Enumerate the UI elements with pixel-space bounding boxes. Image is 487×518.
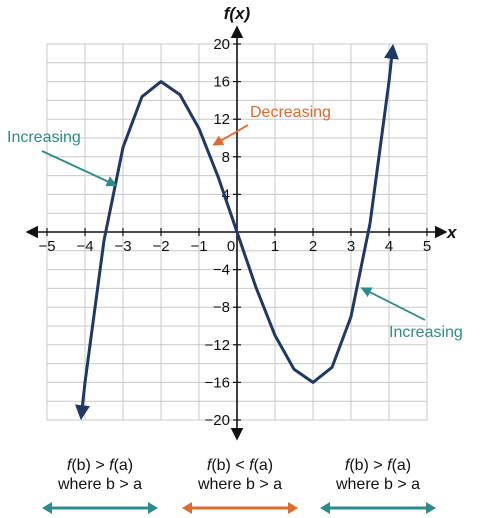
y-tick-label: −12 — [205, 337, 230, 354]
y-axis-label: f(x) — [224, 4, 251, 23]
y-tick-label: 12 — [213, 111, 230, 128]
legend-increasing-right: f(b) > f(a) where b > a — [303, 456, 453, 516]
legend-where: where b > a — [57, 476, 143, 493]
x-axis-label: x — [446, 223, 458, 242]
x-tick-label: −3 — [114, 238, 131, 255]
legend-where: where b > a — [197, 476, 283, 493]
x-tick-label: 1 — [271, 238, 279, 255]
annotation-arrow — [360, 287, 426, 321]
x-tick-label: 3 — [347, 238, 355, 255]
double-arrow-icon — [42, 502, 158, 514]
arrow-head-left — [42, 502, 52, 514]
legend-where: where b > a — [335, 476, 421, 493]
annotation-arrow — [41, 150, 118, 187]
annotation-label: Increasing — [389, 324, 463, 341]
legend-condition: f(b) > f(a) — [66, 457, 134, 474]
y-tick-label: −8 — [213, 299, 230, 316]
x-tick-label: 5 — [423, 238, 431, 255]
annotation-label: Increasing — [7, 129, 81, 146]
y-tick-label: −20 — [205, 412, 230, 429]
x-tick-label: −4 — [76, 238, 93, 255]
arrow-head-right — [148, 502, 158, 514]
y-tick-label: −16 — [205, 374, 230, 391]
x-tick-label: 0 — [227, 238, 235, 255]
y-tick-label: −4 — [213, 262, 230, 279]
annotation-arrow — [212, 124, 249, 146]
double-arrow-icon — [182, 502, 298, 514]
legend-decreasing: f(b) < f(a) where b > a — [165, 456, 315, 516]
y-tick-label: 8 — [222, 149, 230, 166]
arrow-head-left — [320, 502, 330, 514]
legend-condition: f(b) < f(a) — [206, 457, 274, 474]
y-tick-label: 20 — [213, 36, 230, 53]
annotations: Increasing Decreasing Increasing — [7, 104, 463, 341]
annotation-label: Decreasing — [250, 104, 331, 121]
legend-increasing-left: f(b) > f(a) where b > a — [25, 456, 175, 516]
legend-condition: f(b) > f(a) — [344, 457, 412, 474]
x-tick-label: −2 — [152, 238, 169, 255]
x-tick-label: −1 — [190, 238, 207, 255]
series-line — [75, 43, 399, 421]
arrow-head-right — [426, 502, 436, 514]
x-tick-label: 2 — [309, 238, 317, 255]
arrow-head-right — [288, 502, 298, 514]
curve — [75, 43, 399, 421]
y-tick-label: 16 — [213, 74, 230, 91]
x-tick-label: 4 — [385, 238, 393, 255]
x-tick-label: −5 — [38, 238, 55, 255]
arrow-head-left — [182, 502, 192, 514]
double-arrow-icon — [320, 502, 436, 514]
